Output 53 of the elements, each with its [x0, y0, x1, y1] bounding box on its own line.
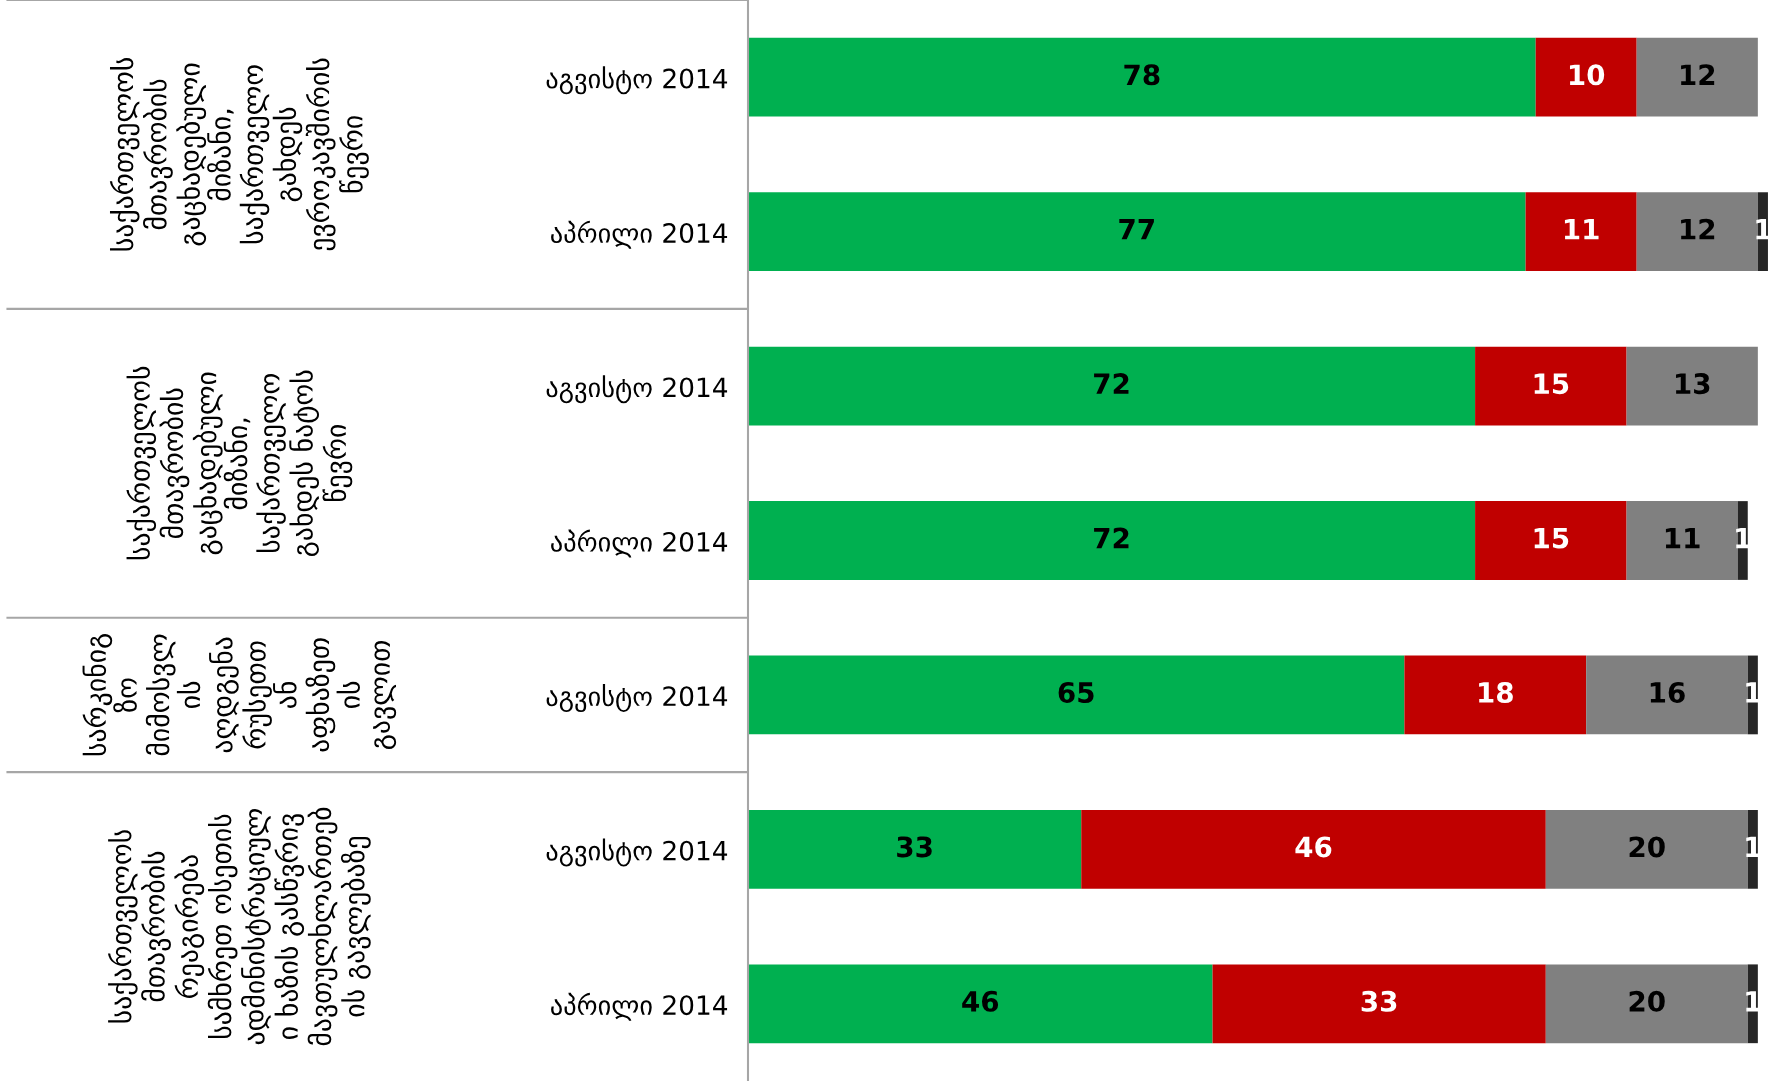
data-label: 18: [1479, 681, 1513, 703]
data-label: 72: [1094, 373, 1129, 394]
y-tick-label: აგვისტო 2014: [546, 684, 728, 713]
text: საქართველოს მთავრობის გაცხადებული მიზანი, საქართველო გახდეს ევროკავშირის წევრი: [109, 58, 369, 251]
data-label: 16: [1650, 682, 1685, 703]
bar: [1212, 964, 1546, 1044]
bar: [748, 37, 1536, 117]
bar: [1636, 192, 1758, 272]
bar: [748, 964, 1213, 1044]
data-label: 15: [1534, 527, 1569, 549]
y-tick-label: აგვისტო 2014: [546, 66, 728, 95]
bar: [1545, 964, 1748, 1044]
data-label: 13: [1676, 373, 1710, 395]
y-tick-label: აპრილი 2014: [551, 529, 728, 558]
data-label: 12: [1681, 218, 1715, 240]
data-label: 77: [1119, 219, 1154, 240]
bar: [1404, 655, 1587, 735]
data-label: 46: [1295, 836, 1332, 858]
bar: [748, 809, 1082, 889]
text: სარკინიგ ზო მიმოსვლ ის აღდგენა რუსეთთ ან აფხაზეთ ის გავლით: [82, 634, 397, 756]
bar: [1626, 346, 1758, 426]
data-label: 72: [1094, 527, 1129, 549]
bar: [1525, 192, 1637, 272]
bar: [748, 192, 1526, 272]
data-label: 10: [1569, 64, 1605, 86]
bar: [1535, 37, 1637, 117]
text: საქართველოს მთავრობის რეაგირება სამხრეთ ოსეთის ადმინისტრაციულ ი ხაზის გასწვრივ მავთულხლართებ ის გავლებაზე: [107, 807, 371, 1046]
bar: [1626, 501, 1738, 580]
y-tick-label: აპრილი 2014: [551, 220, 728, 249]
data-label: 11: [1665, 527, 1700, 549]
bar: [1475, 501, 1627, 580]
bar: [1636, 37, 1758, 117]
y-tick-label: აგვისტო 2014: [546, 375, 728, 404]
bar: [748, 501, 1476, 580]
bar: [1545, 809, 1748, 889]
data-label: 65: [1058, 682, 1094, 703]
data-label: 33: [897, 836, 932, 858]
data-label: 46: [962, 990, 999, 1012]
y-tick-label: აგვისტო 2014: [546, 838, 728, 867]
data-label: 78: [1124, 64, 1160, 86]
bar: [1586, 655, 1748, 735]
data-label: 11: [1564, 219, 1599, 240]
bar: [748, 346, 1476, 426]
data-label: 20: [1629, 990, 1665, 1012]
data-label: 20: [1629, 836, 1665, 858]
data-label: 15: [1534, 373, 1569, 395]
bar: [1081, 809, 1546, 889]
data-label: 12: [1681, 64, 1715, 85]
bar: [748, 655, 1405, 735]
y-tick-label: აპრილი 2014: [551, 992, 728, 1021]
text: საქართველოს მთავრობის გაცხადებული მიზანი, საქართველო გახდეს ნატოს წევრი: [126, 366, 353, 560]
bar: [1475, 346, 1627, 426]
data-label: 33: [1361, 990, 1397, 1012]
